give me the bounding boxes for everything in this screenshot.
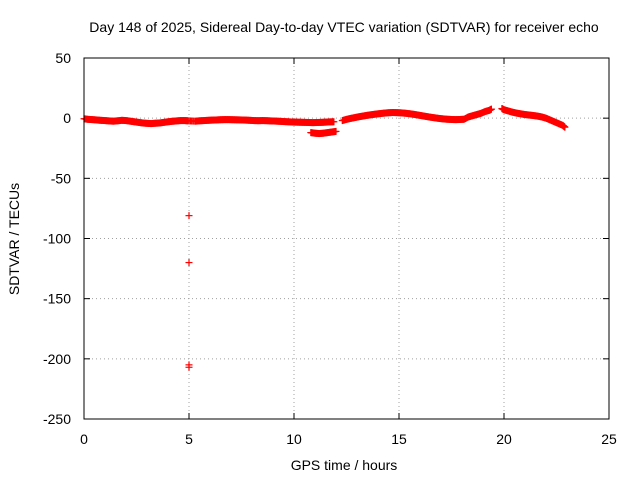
grid-lines bbox=[84, 58, 609, 419]
y-tick-label: 0 bbox=[63, 110, 71, 126]
x-tick-label: 10 bbox=[286, 431, 302, 447]
x-tick-label: 25 bbox=[601, 431, 617, 447]
chart-title: Day 148 of 2025, Sidereal Day-to-day VTE… bbox=[89, 19, 599, 35]
data-point bbox=[561, 123, 569, 131]
data-points bbox=[80, 105, 569, 371]
data-point bbox=[185, 363, 193, 371]
data-point bbox=[487, 105, 495, 113]
x-axis-title: GPS time / hours bbox=[291, 457, 398, 473]
data-point bbox=[332, 127, 340, 135]
y-tick-label: -100 bbox=[43, 231, 71, 247]
x-tick-label: 20 bbox=[496, 431, 512, 447]
y-tick-labels: 50 0 -50 -100 -150 -200 -250 bbox=[43, 50, 71, 427]
y-tick-label: 50 bbox=[55, 50, 71, 66]
data-point bbox=[330, 118, 338, 126]
x-tick-label: 0 bbox=[80, 431, 88, 447]
x-tick-labels: 0 5 10 15 20 25 bbox=[80, 431, 617, 447]
y-tick-label: -250 bbox=[43, 411, 71, 427]
data-point bbox=[185, 259, 193, 267]
y-tick-label: -200 bbox=[43, 351, 71, 367]
data-point bbox=[185, 212, 193, 220]
x-tick-label: 15 bbox=[391, 431, 407, 447]
y-tick-label: -150 bbox=[43, 291, 71, 307]
y-axis-title: SDTVAR / TECUs bbox=[6, 183, 22, 295]
plot-frame bbox=[83, 57, 610, 420]
y-tick-label: -50 bbox=[51, 170, 71, 186]
x-tick-label: 5 bbox=[185, 431, 193, 447]
